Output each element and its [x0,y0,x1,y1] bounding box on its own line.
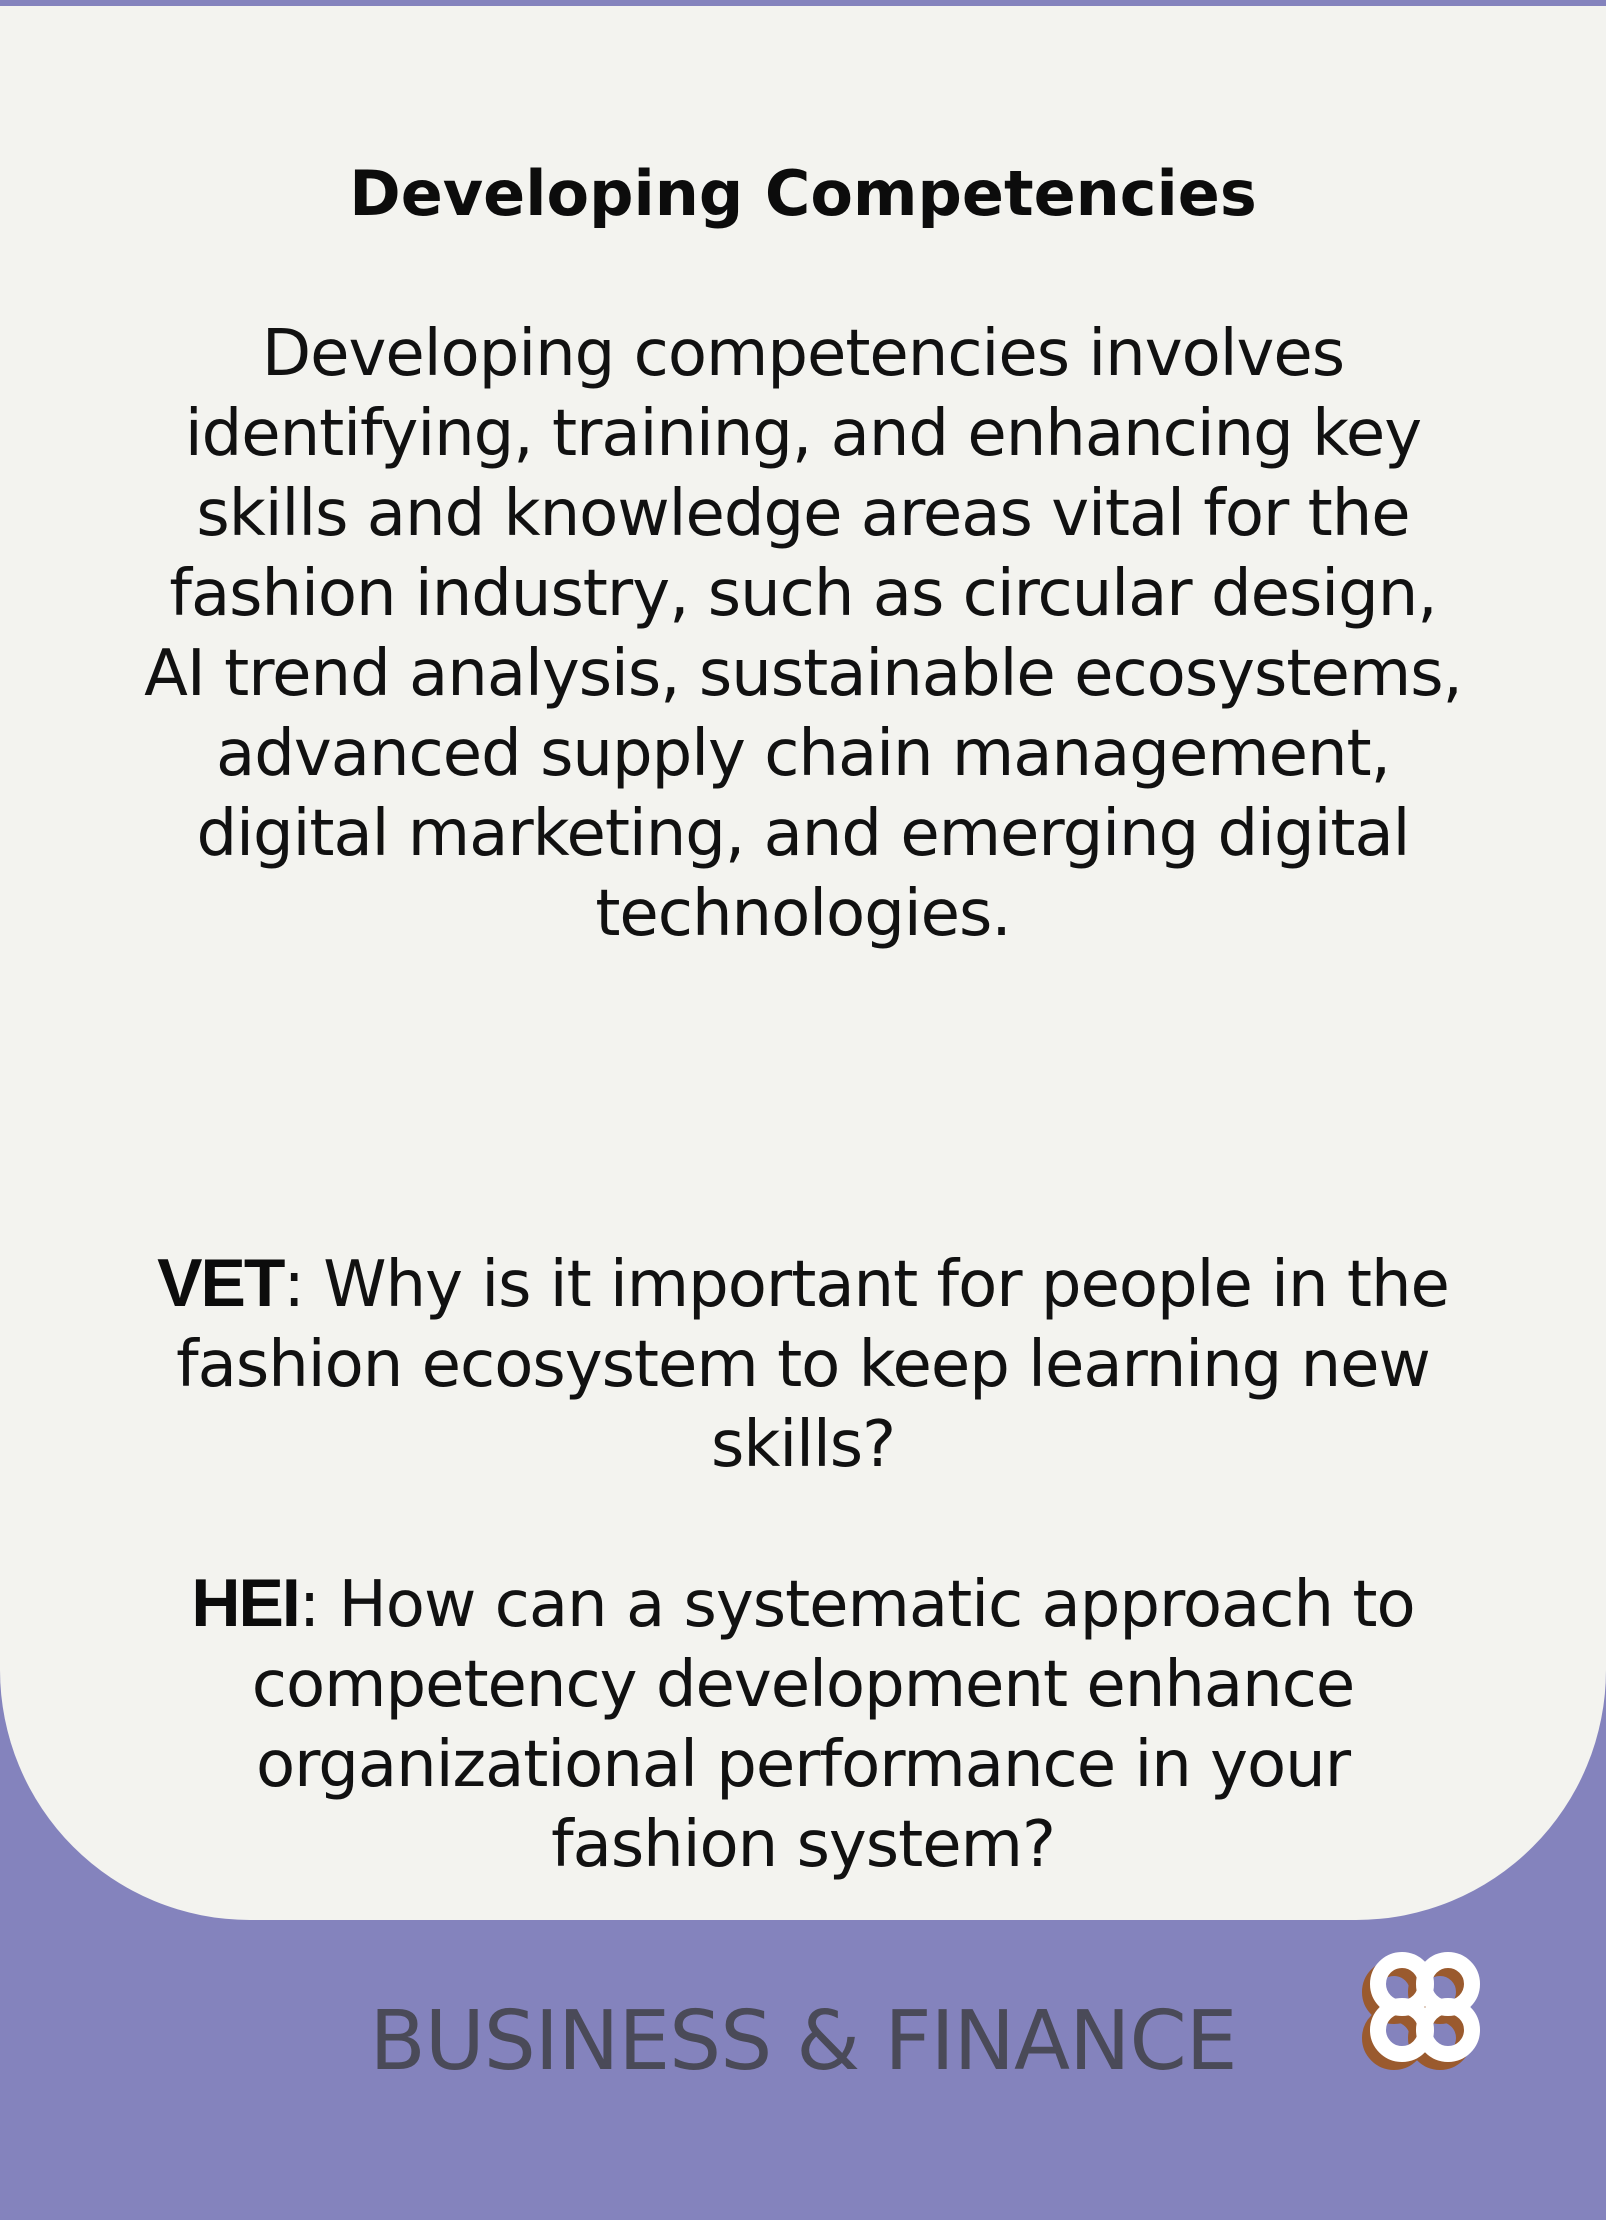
clover-logo-icon [1362,1952,1480,2070]
hei-label: HEI [191,1565,300,1641]
card-title: Developing Competencies [349,157,1257,230]
vet-question-block: VET: Why is it important for people in t… [140,1243,1466,1485]
card-panel [0,6,1606,1920]
vet-label: VET [157,1245,285,1321]
category-label: BUSINESS & FINANCE [369,1994,1237,2089]
card-description: Developing competencies involves identif… [144,317,1463,951]
hei-question-block: HEI: How can a systematic approach to co… [140,1563,1466,1885]
vet-question: : Why is it important for people in the … [176,1248,1450,1482]
hei-question: : How can a systematic approach to compe… [251,1568,1416,1882]
